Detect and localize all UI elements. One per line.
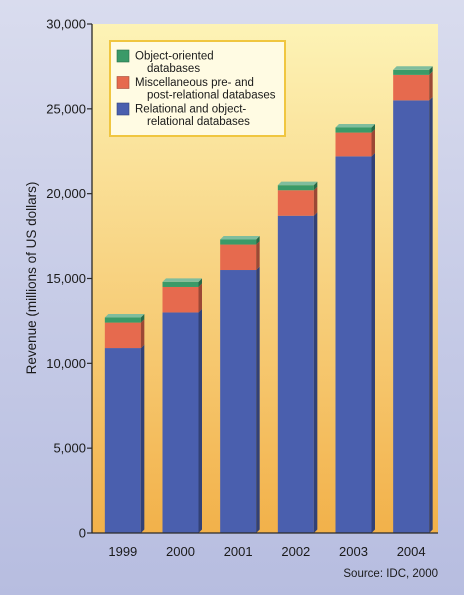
- y-tick-label: 30,000: [46, 17, 86, 32]
- bar-segment: [335, 156, 372, 533]
- bar-segment-side: [429, 96, 433, 533]
- legend-label: Miscellaneous pre- and post-relational da…: [135, 77, 276, 102]
- bar-top-face: [335, 123, 375, 128]
- bar-segment: [162, 312, 199, 533]
- x-tick-label: 1999: [108, 544, 137, 559]
- bar-segment: [393, 69, 430, 75]
- bar-segment-side: [429, 71, 433, 101]
- y-tick-label: 15,000: [46, 271, 86, 286]
- y-axis-label: Revenue (millions of US dollars): [24, 182, 39, 375]
- bar-segment: [104, 348, 141, 533]
- y-tick-label: 0: [79, 526, 86, 541]
- bars-layer: [104, 66, 433, 533]
- bar-segment: [335, 132, 372, 157]
- bar-segment-side: [313, 186, 318, 216]
- y-tick-label: 20,000: [46, 186, 86, 201]
- bar-segment: [277, 215, 314, 533]
- bar-top-face: [104, 314, 145, 318]
- bar-segment-side: [256, 241, 260, 271]
- bar-segment-side: [429, 66, 433, 75]
- y-tick-label: 10,000: [46, 356, 86, 371]
- bar-segment-side: [140, 314, 145, 323]
- legend-label-line: post-relational databases: [147, 90, 276, 102]
- bar-segment: [393, 74, 430, 101]
- legend-label-line: Miscellaneous pre- and: [135, 77, 254, 89]
- x-tick-label: 2001: [224, 544, 253, 559]
- bar-segment-side: [371, 152, 375, 533]
- x-tick-label: 2000: [166, 544, 195, 559]
- legend-swatch: [116, 76, 130, 89]
- y-ticks-layer: 0 5,000 10,000 15,000 20,000 25,000 30,000: [46, 17, 92, 541]
- bar-segment-side: [313, 212, 318, 533]
- bar-segment: [277, 185, 314, 191]
- bar-segment-side: [313, 181, 318, 191]
- source-note: Source: IDC, 2000: [343, 568, 438, 580]
- bar-segment: [162, 281, 199, 287]
- bar-segment: [220, 239, 257, 245]
- legend-label-line: Object-oriented: [135, 51, 214, 63]
- bar-segment-side: [198, 278, 202, 287]
- legend-label: Object-oriented databases: [135, 51, 214, 76]
- bar-segment-side: [371, 123, 375, 133]
- bar-top-face: [277, 181, 318, 186]
- bar-segment-side: [198, 308, 202, 533]
- bar-segment: [104, 317, 141, 323]
- bar-segment-side: [371, 129, 375, 157]
- bar-segment-side: [140, 319, 145, 349]
- bar-segment: [220, 270, 257, 533]
- x-tick-label: 2004: [397, 544, 426, 559]
- legend-label-line: databases: [147, 63, 200, 75]
- bar-top-face: [393, 66, 433, 70]
- x-tick-label: 2003: [339, 544, 368, 559]
- legend-label-line: relational databases: [147, 116, 250, 128]
- legend-label: Relational and object-relational databas…: [135, 104, 250, 129]
- y-tick-label: 25,000: [46, 101, 86, 116]
- y-tick-label: 5,000: [53, 441, 86, 456]
- bar-segment-side: [256, 266, 260, 533]
- bar-segment: [162, 286, 199, 313]
- bar-segment: [104, 322, 141, 349]
- legend-label-line: Relational and object-: [135, 104, 246, 116]
- x-tick-label: 2002: [281, 544, 310, 559]
- x-ticks-layer: 1999 2000 2001 2002 2003 2004: [108, 544, 425, 559]
- bar-segment-side: [256, 235, 260, 245]
- legend-box: [109, 40, 286, 137]
- bar-segment-side: [140, 344, 145, 533]
- bar-top-face: [220, 235, 260, 240]
- bar-segment: [393, 100, 430, 533]
- bar-segment: [220, 244, 257, 271]
- legend-swatch: [116, 49, 130, 63]
- bar-top-face: [162, 278, 202, 282]
- bar-segment: [277, 190, 314, 216]
- bar-segment-side: [198, 283, 202, 313]
- bar-segment: [335, 127, 372, 133]
- legend-swatch: [116, 102, 130, 116]
